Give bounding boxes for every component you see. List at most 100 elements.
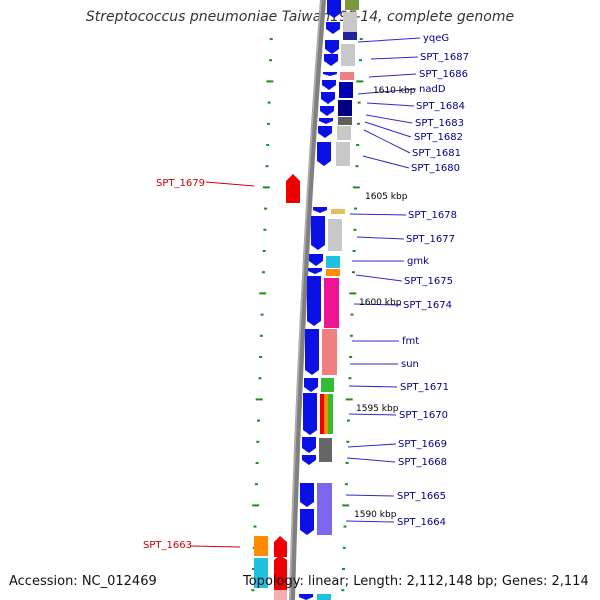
gene-label[interactable]: SPT_1682 (414, 132, 463, 143)
gene-label[interactable]: fmt (402, 336, 419, 347)
feature-box (338, 100, 352, 116)
tick-mark (262, 186, 270, 189)
gene-arrow (309, 254, 323, 266)
gene-arrow (322, 80, 336, 90)
feature-box (326, 256, 340, 268)
forward-gene-track (299, 0, 341, 600)
leader-line (365, 114, 413, 124)
tick-mark (259, 356, 263, 358)
annotation-track (254, 0, 359, 600)
position-label: 1595 kbp (356, 404, 399, 414)
gene-arrow (307, 276, 321, 326)
tick-mark (269, 59, 273, 62)
gene-label[interactable]: SPT_1687 (420, 52, 469, 63)
gene-label[interactable]: SPT_1683 (415, 118, 464, 129)
gene-arrow (323, 72, 337, 76)
gene-arrow (303, 393, 317, 435)
tick-mark (344, 483, 348, 486)
gene-label[interactable]: SPT_1670 (399, 410, 448, 421)
tick-mark (259, 334, 263, 337)
position-label: 1590 kbp (354, 510, 397, 520)
gene-label[interactable]: SPT_1664 (397, 517, 446, 528)
gene-label[interactable]: SPT_1678 (408, 210, 457, 221)
gene-arrow (318, 126, 332, 138)
gene-spt-1663[interactable] (274, 536, 287, 557)
map-title: Streptococcus pneumoniae Taiwan19F-14, c… (85, 9, 515, 25)
gene-label[interactable]: SPT_1679 (156, 178, 205, 189)
feature-box (343, 32, 357, 40)
accession-text: Accession: NC_012469 (9, 574, 157, 589)
tick-mark (359, 38, 363, 40)
leader-line (368, 73, 417, 78)
gene-label[interactable]: SPT_1663 (143, 540, 192, 551)
gene-label[interactable]: gmk (407, 256, 429, 267)
gene-arrow (317, 142, 331, 166)
tick-mark (352, 250, 356, 252)
feature-box (345, 0, 359, 10)
tick-mark (357, 101, 361, 104)
tick-mark (251, 589, 255, 592)
gene-label[interactable]: SPT_1665 (397, 491, 446, 502)
feature-box (320, 394, 324, 434)
leader-line (357, 88, 417, 95)
topology-text: Topology: linear; Length: 2,112,148 bp; … (243, 574, 589, 589)
tick-mark (351, 271, 355, 274)
tick-mark (265, 165, 269, 168)
leader-line (348, 413, 397, 416)
gene-label[interactable]: SPT_1674 (403, 300, 452, 311)
tick-mark (252, 568, 256, 570)
feature-box (328, 219, 342, 251)
tick-mark (252, 504, 260, 507)
right-tick-column (341, 38, 364, 592)
gene-label[interactable]: sun (401, 359, 419, 370)
tick-mark (257, 419, 261, 422)
tick-mark (353, 228, 357, 231)
gene-label[interactable]: SPT_1680 (411, 163, 460, 174)
gene-label[interactable]: SPT_1684 (416, 101, 465, 112)
gene-arrow (319, 118, 333, 124)
leader-line (364, 121, 412, 138)
gene-spt-1663b[interactable] (274, 555, 287, 590)
reverse-gene-track (274, 174, 300, 600)
gene-label[interactable]: SPT_1668 (398, 457, 447, 468)
reverse-gene-labels: SPT_1679 SPT_1663 (143, 178, 205, 551)
label-leaders (345, 37, 421, 523)
tick-mark (343, 525, 347, 528)
tick-mark (254, 483, 258, 486)
leader-line (345, 494, 395, 497)
gene-spt-1679[interactable] (286, 174, 300, 203)
tick-mark (269, 38, 273, 40)
tick-mark (349, 334, 353, 337)
gene-arrow (305, 329, 319, 375)
feature-box (319, 438, 332, 462)
feature-box (254, 536, 268, 556)
gene-label[interactable]: SPT_1677 (406, 234, 455, 245)
gene-arrow (304, 378, 318, 392)
gene-label[interactable]: SPT_1686 (419, 69, 468, 80)
feature-box (341, 44, 355, 66)
position-label: 1605 kbp (365, 192, 408, 202)
gene-arrow (308, 268, 322, 274)
feature-box (338, 117, 352, 125)
tick-mark (266, 80, 274, 83)
feature-box (324, 278, 339, 328)
gene-label[interactable]: SPT_1669 (398, 439, 447, 450)
leader-line (356, 236, 405, 240)
gene-label[interactable]: SPT_1671 (400, 382, 449, 393)
gene-red-small[interactable] (274, 590, 287, 600)
tick-mark (347, 419, 351, 422)
gene-label[interactable]: yqeG (423, 33, 449, 44)
tick-mark (348, 377, 352, 380)
gene-label[interactable]: SPT_1675 (404, 276, 453, 287)
tick-mark (352, 186, 360, 189)
leader-line (363, 129, 411, 154)
tick-mark (259, 292, 267, 295)
feature-box (321, 378, 334, 392)
tick-mark (256, 440, 260, 443)
position-label: 1600 kbp (359, 298, 402, 308)
gene-label[interactable]: SPT_1681 (412, 148, 461, 159)
gene-label[interactable]: nadD (419, 84, 446, 95)
leader-line (362, 155, 410, 169)
tick-mark (263, 228, 267, 231)
